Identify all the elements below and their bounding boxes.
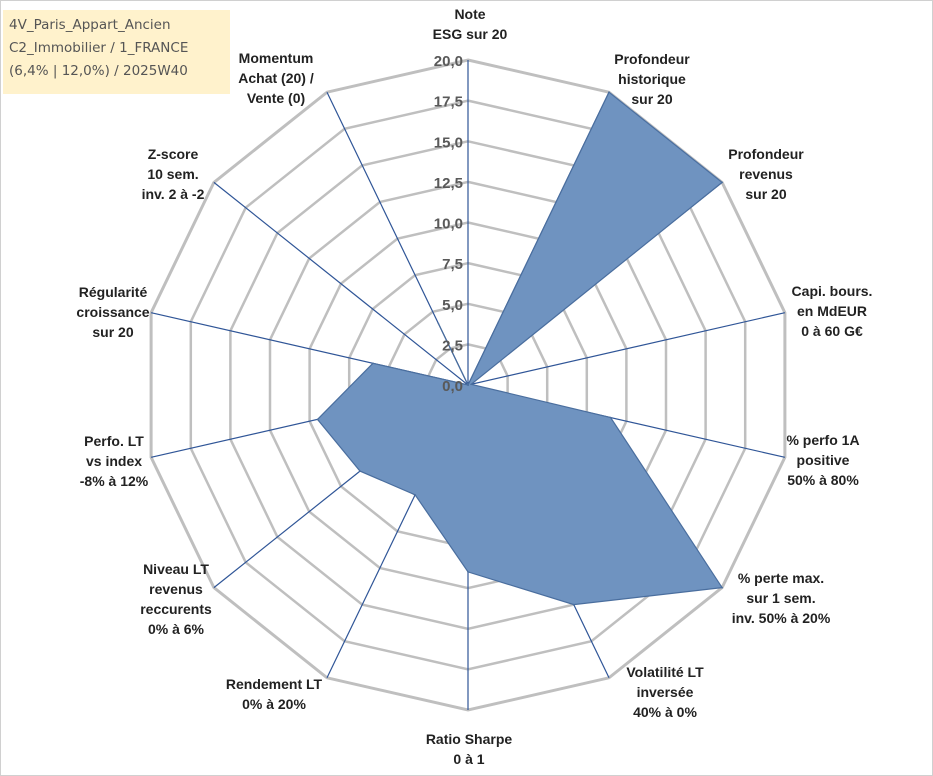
axis-label-6: sur 1 sem. <box>746 590 815 606</box>
axis-label-2: historique <box>618 71 686 87</box>
tick-label: 15,0 <box>434 134 463 151</box>
data-point-9 <box>414 494 416 496</box>
data-point-11 <box>316 418 319 421</box>
axis-label-8: Ratio Sharpe <box>426 731 513 747</box>
axis-label-11: -8% à 12% <box>80 473 149 489</box>
axis-label-12: sur 20 <box>92 324 133 340</box>
axis-label-2: sur 20 <box>631 91 672 107</box>
axis-label-14: Achat (20) / <box>238 70 314 86</box>
axis-label-7: inversée <box>637 684 694 700</box>
axis-label-12: Régularité <box>79 284 148 300</box>
title-line-1: 4V_Paris_Appart_Ancien <box>9 17 171 33</box>
axis-label-9: Rendement LT <box>226 676 323 692</box>
axis-label-1: ESG sur 20 <box>433 26 508 42</box>
tick-label: 7,5 <box>442 256 463 273</box>
title-line-3: (6,4% | 12,0%) / 2025W40 <box>9 63 188 79</box>
axis-label-4: en MdEUR <box>797 303 867 319</box>
axis-label-8: 0 à 1 <box>453 751 484 767</box>
axis-label-4: 0 à 60 G€ <box>801 323 863 339</box>
tick-label: 0,0 <box>442 378 463 395</box>
data-point-7 <box>573 603 575 606</box>
axis-label-6: % perte max. <box>738 570 824 586</box>
axis-label-10: 0% à 6% <box>148 621 205 637</box>
tick-label: 17,5 <box>434 94 463 111</box>
axis-label-10: reccurents <box>140 601 212 617</box>
data-point-2 <box>608 91 610 93</box>
axis-label-5: 50% à 80% <box>787 472 859 488</box>
axis-label-2: Profondeur <box>614 51 690 67</box>
series-polygon <box>316 91 724 606</box>
axis-label-5: positive <box>797 452 850 468</box>
tick-label: 20,0 <box>434 53 463 70</box>
tick-label: 10,0 <box>434 216 463 233</box>
data-point-4 <box>470 383 473 386</box>
axis-labels: Note ESG sur 20 Profondeur historique sur 20… <box>76 6 872 767</box>
axis-label-12: croissance <box>76 304 149 320</box>
axis-label-3: sur 20 <box>745 186 786 202</box>
axis-label-3: Profondeur <box>728 146 804 162</box>
axis-label-7: Volatilité LT <box>626 664 704 680</box>
tick-label: 5,0 <box>442 297 463 314</box>
axis-spoke-13 <box>213 181 469 386</box>
axis-spoke-4 <box>467 312 786 386</box>
axis-label-6: inv. 50% à 20% <box>732 610 831 626</box>
axis-label-14: Vente (0) <box>247 90 305 106</box>
axis-label-5: % perfo 1A <box>786 432 859 448</box>
axis-label-3: revenus <box>739 166 793 182</box>
data-point-13 <box>467 384 469 386</box>
axis-label-13: inv. 2 à -2 <box>142 186 205 202</box>
data-point-10 <box>359 470 361 472</box>
tick-label: 2,5 <box>442 337 463 354</box>
title-box: 4V_Paris_Appart_Ancien C2_Immobilier / 1… <box>3 10 230 94</box>
series-area <box>316 91 724 606</box>
data-point-14 <box>437 322 440 325</box>
tick-labels: 0,0 2,5 5,0 7,5 10,0 12,5 15,0 17,5 20,0 <box>434 53 463 395</box>
title-line-2: C2_Immobilier / 1_FRANCE <box>9 40 189 56</box>
axis-label-11: Perfo. LT <box>84 433 144 449</box>
axis-label-1: Note <box>454 6 485 22</box>
data-point-3 <box>721 181 723 184</box>
axis-label-14: Momentum <box>239 50 314 66</box>
data-point-12 <box>372 362 374 365</box>
data-point-8 <box>467 571 469 573</box>
axis-label-10: revenus <box>149 581 203 597</box>
axis-label-4: Capi. bours. <box>792 283 873 299</box>
axis-label-10: Niveau LT <box>143 561 209 577</box>
tick-label: 12,5 <box>434 175 463 192</box>
axis-label-13: 10 sem. <box>147 166 198 182</box>
data-point-5 <box>609 416 612 419</box>
axis-label-9: 0% à 20% <box>242 696 306 712</box>
axis-label-11: vs index <box>86 453 142 469</box>
axis-label-7: 40% à 0% <box>633 704 697 720</box>
axis-label-13: Z-score <box>148 146 199 162</box>
data-point-6 <box>721 586 723 589</box>
